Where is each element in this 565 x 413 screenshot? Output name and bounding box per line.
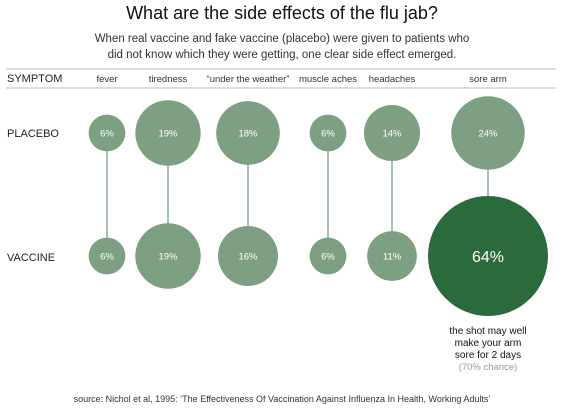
symptom-header: SYMPTOM — [7, 73, 62, 85]
bubble-value-label: 6% — [321, 129, 335, 140]
bubble-value-label: 16% — [238, 252, 258, 263]
chart-subtitle-line: did not know which they were getting, on… — [108, 49, 457, 61]
annotation-line: make your arm — [455, 338, 522, 349]
bubble — [367, 231, 417, 281]
bubble-value-label: 19% — [158, 129, 178, 140]
category-label: muscle aches — [299, 74, 357, 85]
series-label-vaccine: VACCINE — [7, 252, 55, 264]
bubble-value-label: 24% — [478, 129, 498, 140]
bubble — [309, 114, 347, 152]
annotation-line: the shot may well — [449, 326, 526, 337]
annotation-line: sore for 2 days — [455, 350, 521, 361]
bubble — [135, 223, 201, 289]
series-label-placebo: PLACEBO — [7, 128, 59, 140]
highlight-bubble — [428, 196, 548, 316]
bubble-value-label: 14% — [382, 129, 402, 140]
bubble-value-label: 18% — [238, 129, 258, 140]
highlight-value-label: 64% — [472, 249, 504, 266]
bubble-value-label: 6% — [100, 252, 114, 263]
bubble-value-label: 6% — [100, 129, 114, 140]
bubble-value-label: 11% — [383, 252, 402, 263]
source-note: source: Nichol et al, 1995: ‘The Effecti… — [74, 394, 491, 404]
chart-subtitle-line: When real vaccine and fake vaccine (plac… — [95, 33, 470, 45]
bubble — [88, 237, 126, 275]
bubble — [88, 114, 126, 152]
chart-title: What are the side effects of the flu jab… — [126, 3, 438, 23]
category-label: sore arm — [469, 74, 507, 85]
bubble — [218, 226, 278, 286]
bubble — [309, 237, 347, 275]
category-label: “under the weather” — [207, 74, 290, 85]
bubble-value-label: 6% — [321, 252, 335, 263]
annotation-note: (70% chance) — [459, 362, 518, 373]
bubble — [451, 96, 525, 170]
bubble — [216, 101, 280, 165]
bubble — [135, 100, 201, 166]
bubble — [363, 104, 421, 162]
category-label: fever — [96, 74, 117, 85]
category-label: tiredness — [149, 74, 188, 85]
bubble-value-label: 19% — [158, 252, 178, 263]
category-label: headaches — [369, 74, 416, 85]
